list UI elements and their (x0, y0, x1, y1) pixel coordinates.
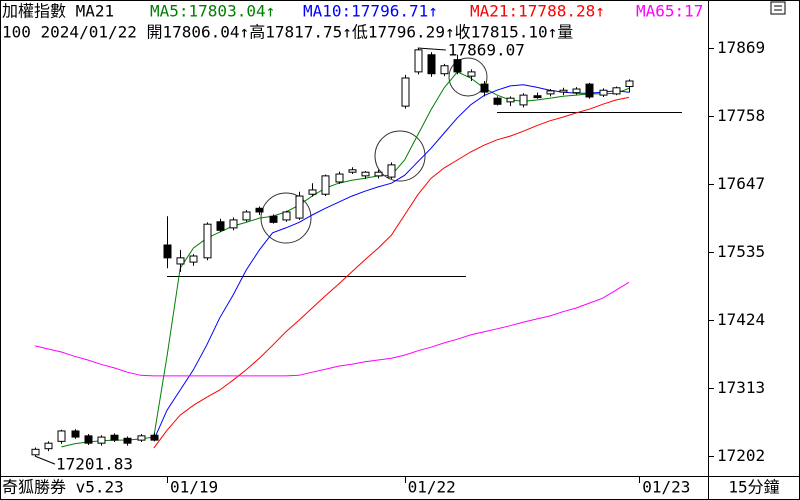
high-annotation: 17869.07 (448, 40, 525, 59)
window-button[interactable] (770, 1, 786, 15)
x-tick-label: 01/19 (170, 478, 218, 497)
candle-body (519, 94, 528, 106)
candle-body (427, 54, 436, 75)
candle-body (493, 97, 502, 105)
ohlc-info: 100 2024/01/22 開17806.04↑高17817.75↑低1779… (2, 23, 573, 42)
candle-body (625, 80, 634, 88)
candle-body (374, 171, 383, 177)
annotation-leader (34, 455, 56, 465)
chart-title: 加權指數 MA21 (2, 2, 114, 21)
ma-legend: MA10:17796.71↑ (303, 2, 438, 21)
candle-body (57, 430, 66, 442)
candle-body (559, 89, 568, 93)
candle-body (308, 189, 317, 195)
candle-body (84, 435, 93, 444)
candle-body (414, 49, 423, 73)
candle-body (467, 71, 476, 77)
footer-brand: 奇狐勝券 v5.23 (2, 478, 124, 497)
ma-legend: MA21:17788.28↑ (470, 2, 605, 21)
y-tick-label: 17535 (717, 242, 765, 261)
candle-body (203, 223, 212, 259)
footer-period: 15分鐘 (728, 478, 779, 497)
candle-body (110, 434, 119, 441)
ma-line (34, 281, 630, 377)
ma-line (153, 84, 630, 441)
candle-body (480, 83, 489, 93)
candle-body (150, 434, 159, 441)
ma-legend: MA65:17 (636, 2, 703, 21)
annotation-leader (417, 47, 446, 51)
candle-body (242, 211, 251, 221)
candle-body (321, 175, 330, 195)
ma-legend: MA5:17803.04↑ (150, 2, 275, 21)
plot-area: 17869.07 17201.83 (31, 40, 682, 474)
candle-body (229, 219, 238, 229)
ma-line (61, 71, 630, 448)
candle-body (269, 215, 278, 223)
candle-body (453, 59, 462, 73)
candle-body (612, 87, 621, 95)
candle-body (44, 442, 53, 450)
y-tick-label: 17424 (717, 310, 765, 329)
candle-body (533, 95, 542, 99)
candle-body (599, 89, 608, 96)
ma-line (153, 96, 630, 449)
header: 加權指數 MA21 100 2024/01/22 開17806.04↑高1781… (2, 2, 703, 42)
low-annotation: 17201.83 (56, 455, 133, 474)
x-tick-label: 01/22 (408, 478, 456, 497)
candle-body (255, 207, 264, 213)
candle-body (348, 169, 357, 173)
candle-body (163, 244, 172, 259)
candle-body (282, 211, 291, 221)
candle-body (295, 195, 304, 219)
candle-body (97, 436, 106, 444)
candle-body (401, 77, 410, 107)
candle-body (361, 171, 370, 177)
x-tick-label: 01/23 (642, 478, 690, 497)
y-tick-label: 17647 (717, 174, 765, 193)
y-tick-label: 17758 (717, 106, 765, 125)
candle-body (216, 221, 225, 231)
candle-body (176, 257, 185, 265)
candle-body (31, 448, 40, 456)
highlight-circle (448, 57, 488, 97)
candle-body (189, 255, 198, 263)
candle-body (71, 430, 80, 438)
candle-body (546, 90, 555, 95)
candle-body (506, 97, 515, 103)
candle-body (137, 435, 146, 441)
candle-body (123, 437, 132, 444)
y-tick-label: 17313 (717, 378, 765, 397)
candle-body (572, 88, 581, 94)
candle-body (440, 65, 449, 75)
candle-body (387, 164, 396, 178)
candle-body (335, 173, 344, 183)
candle-body (585, 83, 594, 98)
y-tick-label: 17202 (717, 446, 765, 465)
highlight-circle (374, 130, 426, 182)
y-tick-label: 17869 (717, 38, 765, 57)
